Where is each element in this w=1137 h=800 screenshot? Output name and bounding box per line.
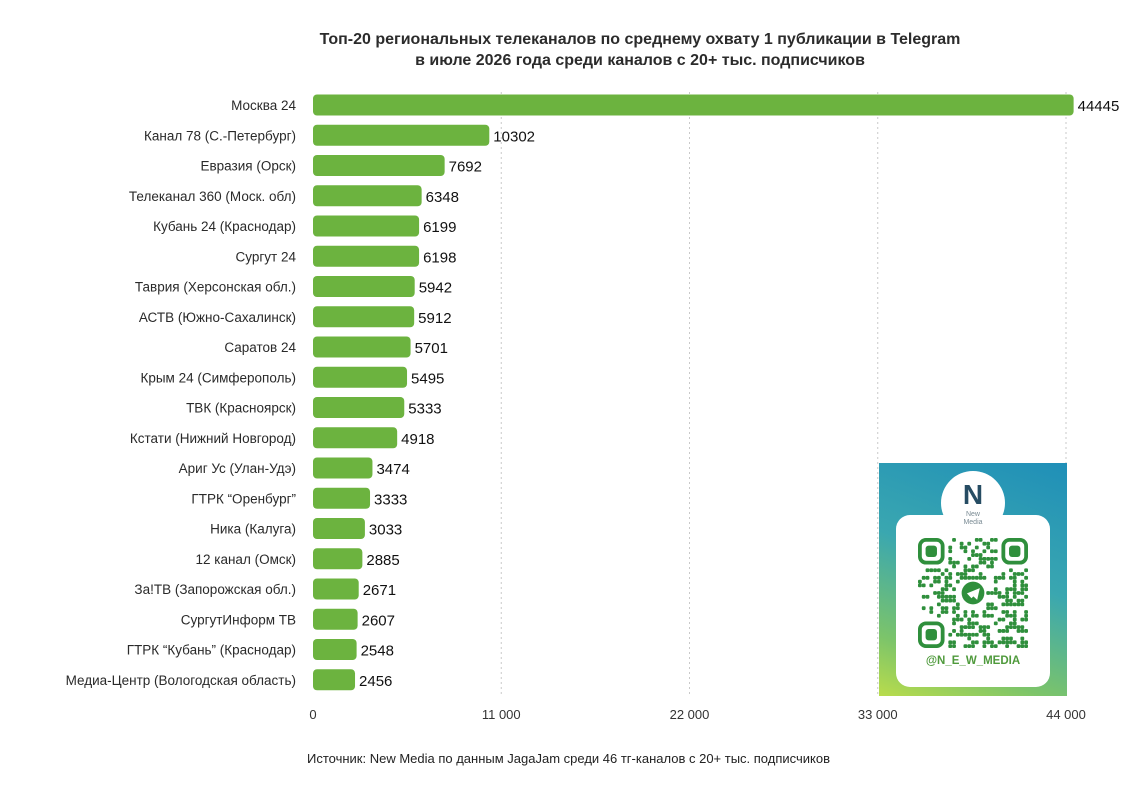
bar bbox=[313, 669, 356, 691]
value-label: 2548 bbox=[361, 643, 394, 660]
category-label: АСТВ (Южно-Сахалинск) bbox=[139, 310, 296, 325]
chart-title: Топ-20 региональных телеканалов по средн… bbox=[319, 31, 961, 48]
value-label: 4918 bbox=[401, 431, 434, 448]
bar bbox=[313, 306, 415, 328]
x-tick-label: 22 000 bbox=[670, 707, 710, 722]
bar bbox=[313, 124, 490, 146]
category-label: Москва 24 bbox=[231, 98, 296, 113]
category-label: ТВК (Красноярск) bbox=[186, 401, 296, 416]
value-label: 2607 bbox=[362, 612, 395, 629]
logo-letter: N bbox=[962, 479, 984, 510]
category-label: Медиа-Центр (Вологодская область) bbox=[66, 673, 296, 688]
qr-finder-core bbox=[1009, 545, 1021, 557]
value-label: 2671 bbox=[363, 582, 396, 599]
category-label: СургутИнформ ТВ bbox=[181, 612, 296, 627]
qr-code[interactable] bbox=[918, 538, 1028, 648]
bar bbox=[313, 245, 420, 267]
category-label: Саратов 24 bbox=[224, 340, 296, 355]
category-label: Кубань 24 (Краснодар) bbox=[153, 219, 296, 234]
category-label: Ариг Ус (Улан-Удэ) bbox=[179, 461, 296, 476]
category-label: Ника (Калуга) bbox=[210, 522, 296, 537]
x-tick-label: 33 000 bbox=[858, 707, 898, 722]
value-label: 5495 bbox=[411, 370, 444, 387]
bar bbox=[313, 578, 359, 600]
category-label: Таврия (Херсонская обл.) bbox=[135, 280, 296, 295]
value-label: 10302 bbox=[493, 128, 535, 145]
bar bbox=[313, 155, 445, 176]
qr-finder bbox=[918, 621, 945, 648]
qr-finder bbox=[918, 538, 945, 565]
channel-handle[interactable]: @N_E_W_MEDIA bbox=[925, 655, 1021, 667]
value-label: 6198 bbox=[423, 249, 456, 266]
x-tick-label: 11 000 bbox=[482, 707, 521, 722]
value-label: 3474 bbox=[376, 461, 409, 478]
category-label: Кстати (Нижний Новгород) bbox=[130, 431, 296, 446]
value-label: 44445 bbox=[1078, 98, 1120, 115]
bar bbox=[313, 487, 371, 509]
bar bbox=[313, 518, 365, 539]
source-note: Источник: New Media по данным JagaJam ср… bbox=[306, 751, 830, 766]
category-label: Сургут 24 bbox=[236, 249, 297, 264]
category-label: ГТРК “Оренбург” bbox=[191, 491, 296, 506]
value-label: 5333 bbox=[408, 401, 441, 418]
category-label: Телеканал 360 (Моск. обл) bbox=[129, 189, 296, 204]
value-label: 7692 bbox=[449, 159, 482, 176]
chart-subtitle: в июле 2026 года среди каналов с 20+ тыс… bbox=[415, 52, 865, 69]
value-label: 3333 bbox=[374, 491, 407, 508]
qr-promo-panel: @N_E_W_MEDIA N New Media bbox=[879, 463, 1067, 696]
bar bbox=[313, 457, 373, 479]
bar bbox=[313, 639, 357, 660]
value-label: 6348 bbox=[426, 189, 459, 206]
x-tick-label: 0 bbox=[309, 707, 316, 722]
value-label: 6199 bbox=[423, 219, 456, 236]
bar bbox=[313, 215, 420, 237]
bar bbox=[313, 366, 408, 388]
category-label: Канал 78 (С.-Петербург) bbox=[144, 128, 296, 143]
telegram-plane-glyph bbox=[966, 588, 980, 600]
value-label: 5912 bbox=[418, 310, 451, 327]
category-label: За!ТВ (Запорожская обл.) bbox=[134, 582, 296, 597]
qr-card: @N_E_W_MEDIA bbox=[896, 515, 1050, 687]
bar bbox=[313, 94, 1074, 116]
category-label: 12 канал (Омск) bbox=[196, 552, 297, 567]
bar bbox=[313, 608, 358, 630]
bar bbox=[313, 276, 415, 297]
category-label: ГТРК “Кубань” (Краснодар) bbox=[127, 643, 296, 658]
bar bbox=[313, 185, 422, 207]
qr-finder-core bbox=[925, 545, 937, 557]
qr-finder bbox=[1001, 538, 1028, 565]
value-label: 5701 bbox=[415, 340, 448, 357]
category-label: Евразия (Орск) bbox=[201, 159, 297, 174]
value-label: 3033 bbox=[369, 522, 402, 539]
bar-chart: Москва 24 44445 Канал 78 (С.-Петербург) 103… bbox=[66, 92, 1120, 722]
x-tick-label: 44 000 bbox=[1046, 707, 1086, 722]
value-label: 2885 bbox=[366, 552, 399, 569]
qr-finder-core bbox=[925, 629, 937, 641]
value-label: 5942 bbox=[419, 280, 452, 297]
logo-text: New Media bbox=[941, 511, 1005, 527]
bar bbox=[313, 548, 363, 570]
bar bbox=[313, 397, 405, 418]
bar bbox=[313, 336, 411, 358]
new-media-logo: N New Media bbox=[941, 471, 1005, 535]
category-label: Крым 24 (Симферополь) bbox=[140, 370, 296, 385]
logo-text-line1: New bbox=[965, 511, 980, 518]
value-label: 2456 bbox=[359, 673, 392, 690]
logo-text-line2: Media bbox=[963, 519, 983, 526]
bar bbox=[313, 427, 398, 449]
